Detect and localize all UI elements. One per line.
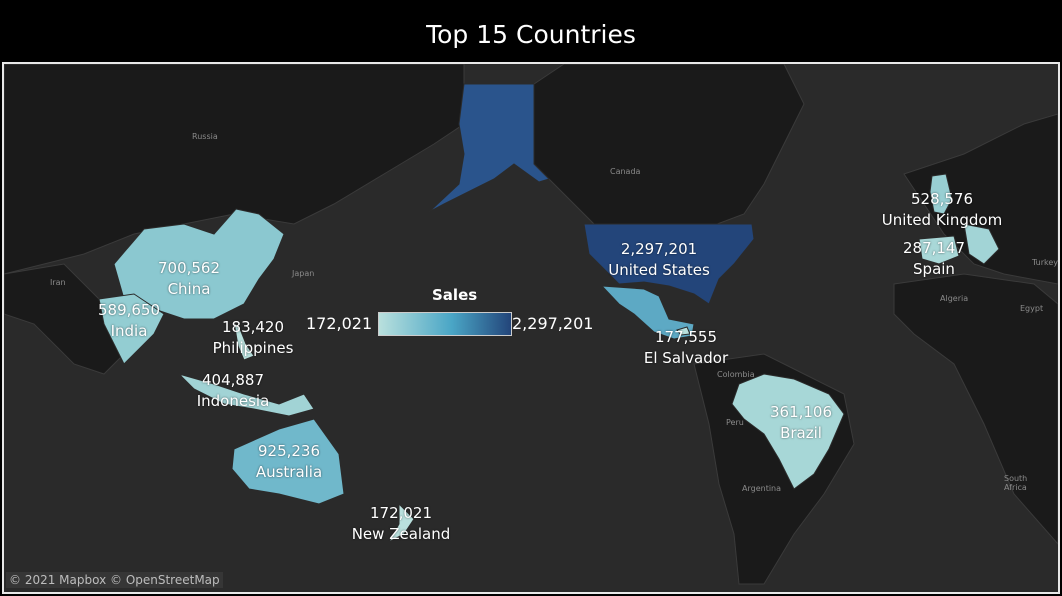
country-name: Australia: [255, 463, 323, 481]
country-name: El Salvador: [643, 349, 729, 367]
country-value: 700,562: [157, 259, 221, 277]
country-united-kingdom[interactable]: [929, 173, 953, 215]
basemap-label-south-africa: South Africa: [1004, 474, 1028, 492]
country-label-india[interactable]: 589,650 India: [98, 300, 160, 342]
basemap-label-japan: Japan: [292, 269, 315, 278]
country-value: 177,555: [654, 328, 718, 346]
basemap-label-russia: Russia: [192, 132, 218, 141]
country-name: United States: [608, 261, 710, 279]
basemap-label-argentina: Argentina: [742, 484, 782, 493]
country-china[interactable]: [113, 208, 285, 320]
country-europe-highlight[interactable]: [963, 223, 1000, 265]
country-value: 2,297,201: [620, 240, 698, 258]
country-spain[interactable]: [918, 235, 960, 265]
country-label-united-kingdom[interactable]: 528,576 United Kingdom: [882, 189, 1002, 231]
country-brazil[interactable]: [731, 373, 845, 490]
country-label-new-zealand[interactable]: 172,021 New Zealand: [352, 503, 451, 545]
basemap-label-colombia: Colombia: [717, 370, 755, 379]
country-value: 925,236: [257, 442, 321, 460]
country-value: 528,576: [910, 190, 974, 208]
country-name: United Kingdom: [881, 211, 1003, 229]
country-name: Spain: [913, 260, 955, 278]
country-value: 287,147: [902, 239, 966, 257]
country-label-spain[interactable]: 287,147 Spain: [903, 238, 965, 280]
country-name: New Zealand: [351, 525, 451, 543]
country-philippines[interactable]: [233, 320, 255, 361]
country-india[interactable]: [98, 293, 165, 365]
country-australia[interactable]: [231, 418, 345, 505]
country-el-salvador[interactable]: [676, 326, 691, 336]
basemap-label-turkey: Turkey: [1032, 258, 1059, 267]
country-name: Brazil: [780, 424, 822, 442]
country-value: 404,887: [201, 371, 265, 389]
country-label-united-states[interactable]: 2,297,201 United States: [608, 239, 710, 281]
country-mexico[interactable]: [600, 285, 695, 340]
basemap-label-canada: Canada: [610, 167, 641, 176]
country-name: Philippines: [212, 339, 294, 357]
country-label-brazil[interactable]: 361,106 Brazil: [770, 402, 832, 444]
country-label-china[interactable]: 700,562 China: [158, 258, 220, 300]
country-value: 361,106: [769, 403, 833, 421]
basemap-label-iran: Iran: [50, 278, 66, 287]
country-name: Indonesia: [196, 392, 270, 410]
country-indonesia[interactable]: [177, 372, 315, 417]
map-attribution[interactable]: © 2021 Mapbox © OpenStreetMap: [6, 572, 223, 588]
country-value: 183,420: [221, 318, 285, 336]
basemap-label-algeria: Algeria: [940, 294, 969, 303]
country-new-zealand[interactable]: [387, 502, 415, 544]
country-label-philippines[interactable]: 183,420 Philippines: [213, 317, 294, 359]
country-alaska[interactable]: [428, 83, 550, 213]
country-name: China: [167, 280, 211, 298]
country-label-el-salvador[interactable]: 177,555 El Salvador: [644, 327, 728, 369]
basemap-label-egypt: Egypt: [1020, 304, 1044, 313]
legend-title: Sales: [432, 286, 478, 304]
country-label-indonesia[interactable]: 404,887 Indonesia: [197, 370, 270, 412]
legend-max-label: 2,297,201: [512, 314, 594, 333]
legend-color-ramp: [378, 312, 512, 336]
map-view[interactable]: Russia Canada Iran Japan Algeria Egypt T…: [2, 62, 1060, 594]
country-value: 172,021: [369, 504, 433, 522]
country-value: 589,650: [97, 301, 161, 319]
basemap-label-peru: Peru: [726, 418, 744, 427]
legend-min-label: 172,021: [306, 314, 373, 333]
country-label-australia[interactable]: 925,236 Australia: [256, 441, 322, 483]
country-name: India: [110, 322, 148, 340]
country-united-states[interactable]: [583, 223, 755, 305]
dashboard-title: Top 15 Countries: [426, 20, 636, 49]
map-canvas[interactable]: [4, 64, 1058, 592]
